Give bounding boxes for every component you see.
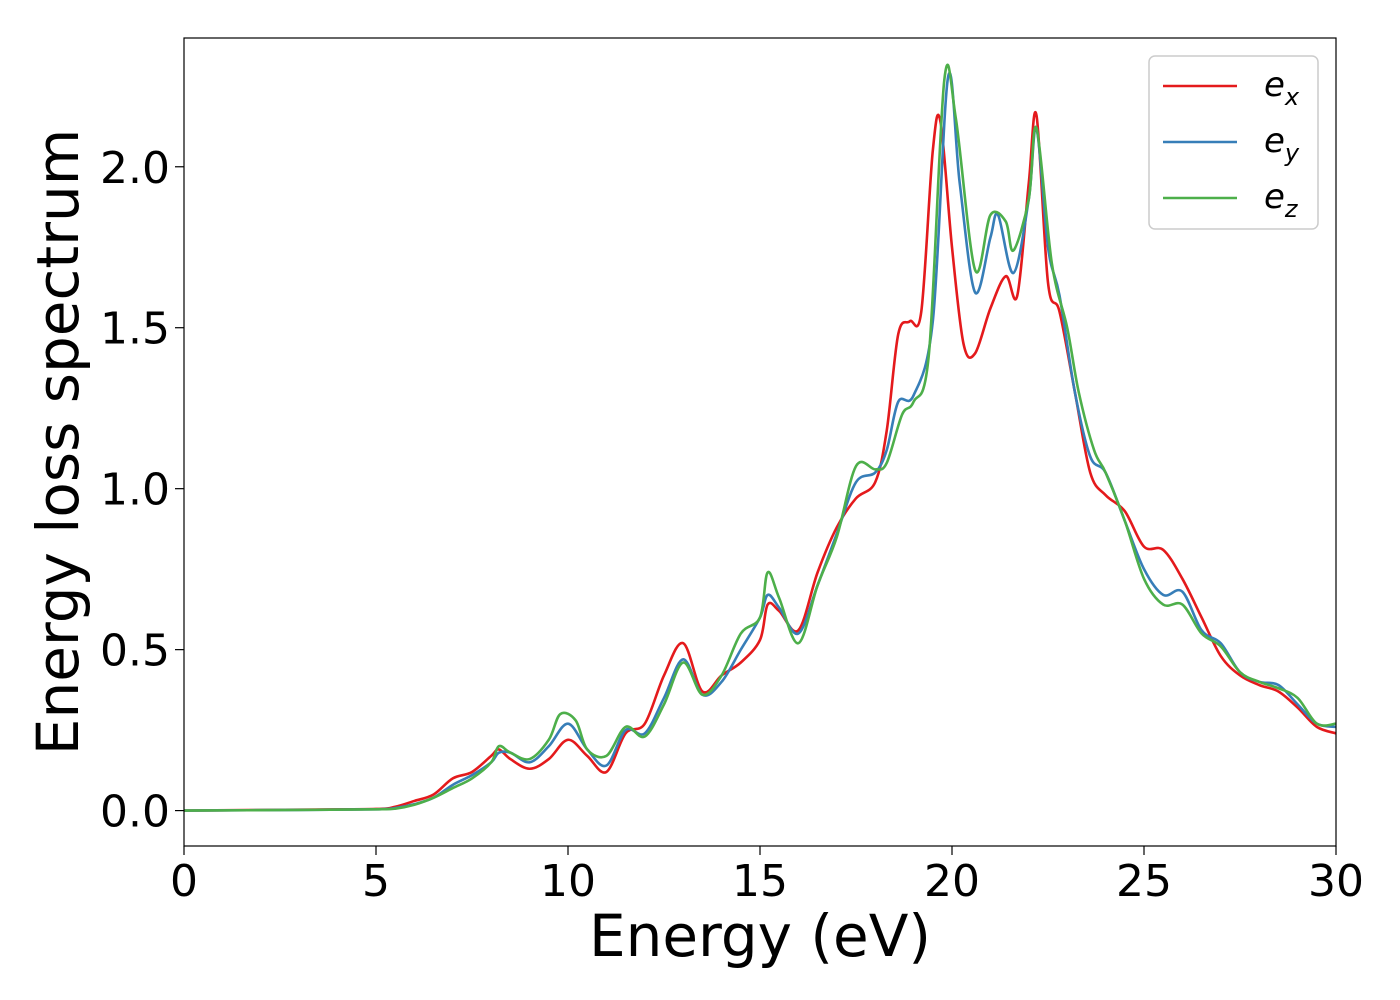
x-tick-label: 25 (1116, 856, 1172, 907)
series-line-x (184, 111, 1336, 812)
x-tick-label: 20 (924, 856, 980, 907)
axis-ticks: 0 5 10 15 20 25 30 0.0 0.5 1.0 1.5 2.0 (100, 143, 1364, 907)
series-line-z (184, 63, 1336, 812)
y-axis-label: Energy loss spectrum (24, 129, 92, 755)
plot-area (184, 63, 1336, 812)
y-tick-label: 2.0 (100, 143, 170, 194)
x-tick-label: 10 (540, 856, 596, 907)
x-tick-label: 15 (732, 856, 788, 907)
x-axis-label: Energy (eV) (589, 902, 931, 970)
x-tick-label: 5 (362, 856, 390, 907)
legend-label-y: ey (1264, 121, 1300, 167)
legend-label-x: ex (1264, 65, 1300, 111)
x-tick-label: 0 (170, 856, 198, 907)
y-tick-label: 1.5 (100, 304, 170, 355)
y-tick-label: 1.0 (100, 465, 170, 516)
x-tick-label: 30 (1308, 856, 1364, 907)
y-tick-label: 0.0 (100, 787, 170, 838)
y-tick-label: 0.5 (100, 626, 170, 677)
